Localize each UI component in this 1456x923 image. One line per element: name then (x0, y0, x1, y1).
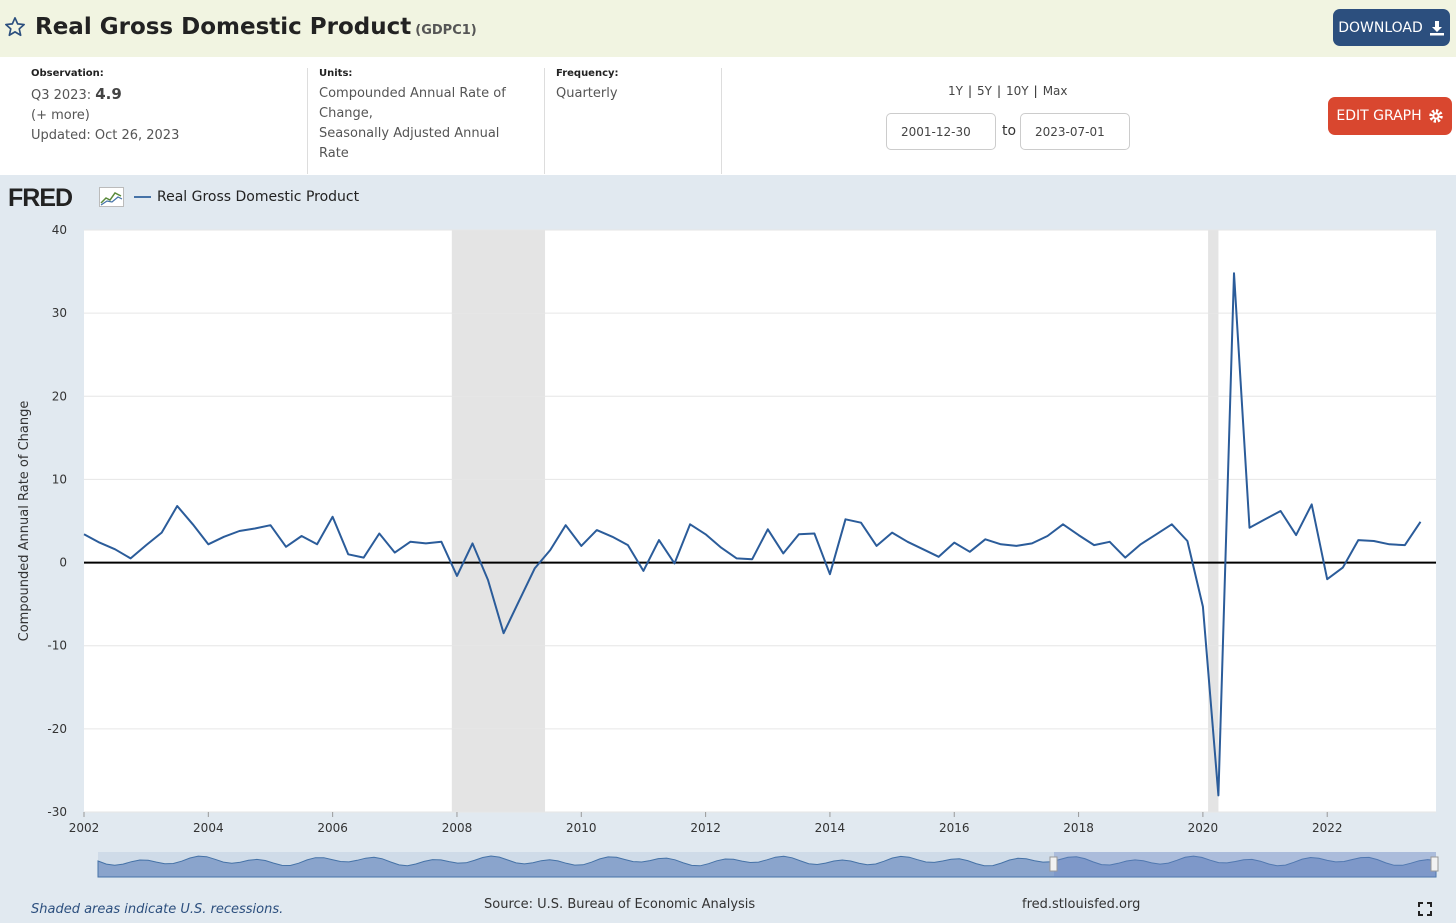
navigator-series (97, 855, 1437, 878)
x-tick-label: 2014 (815, 821, 846, 835)
x-tick-label: 2006 (317, 821, 348, 835)
observation-label: Observation: (31, 68, 104, 79)
range-10y-button[interactable]: 10Y (1006, 84, 1029, 98)
y-tick-label: 30 (52, 306, 67, 320)
source-text: Source: U.S. Bureau of Economic Analysis (484, 897, 756, 912)
fullscreen-icon[interactable] (1418, 902, 1432, 916)
range-selector: 1Y | 5Y | 10Y | Max (948, 84, 1068, 98)
navigator-handle-right (1430, 856, 1439, 872)
x-tick-label: 2008 (442, 821, 473, 835)
legend-label: Real Gross Domestic Product (157, 189, 360, 205)
updated-date: Updated: Oct 26, 2023 (31, 128, 180, 143)
x-tick-label: 2012 (690, 821, 721, 835)
units-block: Units: Compounded Annual Rate of Change,… (319, 68, 506, 164)
series-info-panel: Observation: Q3 2023: 4.9 (+ more) Updat… (0, 57, 1456, 175)
x-tick-label: 2020 (1188, 821, 1219, 835)
observation-period: Q3 2023: (31, 88, 92, 103)
page-title: Real Gross Domestic Product (GDPC1) (35, 14, 477, 40)
y-tick-label: -10 (47, 639, 67, 653)
units-label: Units: (319, 68, 353, 79)
units-line: Compounded Annual Rate of (319, 86, 506, 101)
navigator-handle-left (1049, 856, 1058, 872)
units-line: Change, (319, 106, 373, 121)
observation-value: 4.9 (95, 85, 122, 103)
x-tick-label: 2018 (1063, 821, 1094, 835)
header-bar: Real Gross Domestic Product (GDPC1) DOWNL… (0, 0, 1456, 57)
fred-logo: FRED (8, 184, 73, 212)
x-tick-label: 2002 (69, 821, 100, 835)
y-tick-label: 10 (52, 472, 67, 486)
y-tick-label: 20 (52, 389, 67, 403)
series-id: (GDPC1) (415, 23, 477, 38)
x-tick-label: 2016 (939, 821, 970, 835)
more-link[interactable]: (+ more) (31, 108, 90, 123)
legend-swatch (134, 196, 151, 198)
edit-graph-button[interactable]: EDIT GRAPH (1328, 97, 1452, 135)
series-title: Real Gross Domestic Product (35, 14, 412, 40)
download-label: DOWNLOAD (1338, 19, 1423, 36)
site-link[interactable]: fred.stlouisfed.org (1022, 897, 1141, 912)
divider (721, 68, 722, 174)
y-axis-label: Compounded Annual Rate of Change (17, 401, 32, 642)
x-tick-label: 2010 (566, 821, 597, 835)
recession-note: Shaded areas indicate U.S. recessions. (31, 902, 284, 917)
series-line (83, 272, 1422, 797)
range-1y-button[interactable]: 1Y (948, 84, 963, 98)
observation-block: Observation: Q3 2023: 4.9 (+ more) Updat… (31, 68, 179, 146)
x-tick-label: 2004 (193, 821, 224, 835)
recession-shade (1208, 230, 1219, 812)
frequency-label: Frequency: (556, 68, 619, 79)
frequency-value: Quarterly (556, 86, 618, 101)
divider (544, 68, 545, 174)
units-line: Rate (319, 146, 349, 161)
download-icon (1429, 20, 1444, 35)
edit-graph-label: EDIT GRAPH (1336, 108, 1422, 124)
y-tick-label: -20 (47, 722, 67, 736)
end-date-input[interactable]: 2023-07-01 (1020, 113, 1130, 150)
chart-logo-icon (99, 187, 124, 207)
chart-legend: Real Gross Domestic Product (134, 189, 359, 205)
line-chart: -30 -20 -10 0 10 20 30 40 2002 2004 2006 2008 2010 20… (17, 223, 1439, 878)
to-label: to (1002, 123, 1017, 139)
range-max-button[interactable]: Max (1042, 84, 1068, 98)
navigator-selection (1054, 852, 1436, 877)
y-tick-label: -30 (47, 805, 67, 819)
recession-shade (451, 230, 546, 812)
start-date-input[interactable]: 2001-12-30 (886, 113, 996, 150)
range-5y-button[interactable]: 5Y (977, 84, 992, 98)
units-line: Seasonally Adjusted Annual (319, 126, 500, 141)
gear-icon (1428, 109, 1443, 123)
download-button[interactable]: DOWNLOAD (1333, 9, 1450, 46)
frequency-block: Frequency: Quarterly (556, 68, 619, 104)
y-tick-label: 40 (52, 223, 67, 237)
divider (307, 68, 308, 174)
x-tick-label: 2022 (1312, 821, 1343, 835)
y-tick-label: 0 (59, 556, 67, 570)
star-icon[interactable] (4, 16, 26, 38)
